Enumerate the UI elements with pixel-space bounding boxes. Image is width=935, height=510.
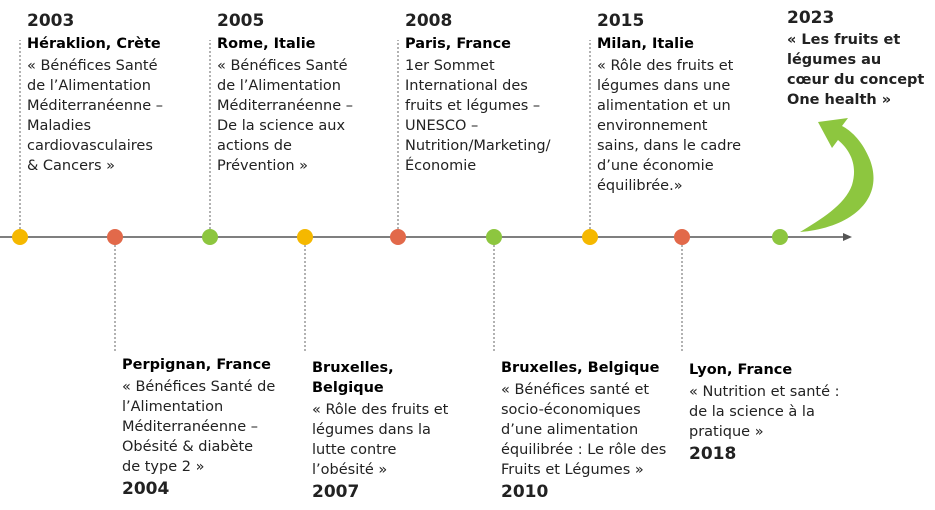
description: socio-économiques: [501, 402, 641, 418]
description: légumes dans la: [312, 422, 431, 438]
description: alimentation et un: [597, 98, 731, 114]
description: Nutrition/Marketing/: [405, 138, 551, 154]
description: d’une économie: [597, 158, 714, 174]
description: l’Alimentation: [122, 399, 223, 415]
description: International des: [405, 78, 528, 94]
description: légumes au: [787, 52, 881, 68]
description: légumes dans une: [597, 78, 730, 94]
year: 2018: [689, 444, 736, 464]
milestone-dot: [202, 229, 218, 245]
description: Maladies: [27, 118, 91, 134]
year: 2005: [217, 11, 264, 31]
description: « Bénéfices Santé: [217, 58, 348, 74]
description: One health »: [787, 92, 891, 108]
description: pratique »: [689, 424, 764, 440]
description: de l’Alimentation: [27, 78, 151, 94]
year: 2007: [312, 482, 359, 502]
description: actions de: [217, 138, 292, 154]
axis-arrowhead: [843, 233, 852, 241]
description: « Nutrition et santé :: [689, 384, 840, 400]
place: Milan, Italie: [597, 36, 694, 52]
milestone-dot: [674, 229, 690, 245]
year: 2003: [27, 11, 74, 31]
description: Économie: [405, 157, 476, 174]
milestone-dot: [12, 229, 28, 245]
year: 2015: [597, 11, 644, 31]
description: « Bénéfices Santé de: [122, 379, 275, 395]
description: cœur du concept: [787, 72, 924, 88]
description: UNESCO –: [405, 118, 478, 134]
milestone-dot: [772, 229, 788, 245]
year: 2008: [405, 11, 452, 31]
place: Paris, France: [405, 36, 511, 52]
description: cardiovasculaires: [27, 138, 153, 154]
description: Obésité & diabète: [122, 439, 253, 455]
place: Perpignan, France: [122, 357, 271, 373]
description: Méditerranéenne –: [122, 419, 258, 435]
description: équilibrée.»: [597, 178, 683, 194]
milestone-dot: [297, 229, 313, 245]
place: Bruxelles, Belgique: [501, 360, 660, 376]
year: 2010: [501, 482, 548, 502]
description: environnement: [597, 118, 708, 134]
place: Lyon, France: [689, 362, 792, 378]
description: « Bénéfices Santé: [27, 58, 158, 74]
description: & Cancers »: [27, 158, 115, 174]
description: « Bénéfices santé et: [501, 382, 649, 398]
place: Héraklion, Crète: [27, 36, 161, 52]
description: équilibrée : Le rôle des: [501, 442, 666, 458]
description: « Les fruits et: [787, 32, 900, 48]
description: lutte contre: [312, 442, 396, 458]
description: De la science aux: [217, 118, 345, 134]
description: Prévention »: [217, 158, 308, 174]
place: Bruxelles,: [312, 360, 394, 376]
milestone-dot: [390, 229, 406, 245]
place: Rome, Italie: [217, 36, 316, 52]
description: Méditerranéenne –: [217, 98, 353, 114]
description: sains, dans le cadre: [597, 138, 741, 154]
year: 2023: [787, 8, 834, 28]
description: fruits et légumes –: [405, 98, 540, 114]
place: Belgique: [312, 380, 384, 396]
milestone-dot: [486, 229, 502, 245]
year: 2004: [122, 479, 169, 499]
milestone-dot: [582, 229, 598, 245]
description: Fruits et Légumes »: [501, 462, 644, 478]
description: 1er Sommet: [405, 58, 495, 74]
curved-arrow: [800, 118, 874, 232]
milestone-dot: [107, 229, 123, 245]
description: d’une alimentation: [501, 422, 638, 438]
description: de l’Alimentation: [217, 78, 341, 94]
description: de la science à la: [689, 404, 815, 420]
description: « Rôle des fruits et: [312, 402, 449, 418]
description: de type 2 »: [122, 459, 204, 475]
description: Méditerranéenne –: [27, 98, 163, 114]
description: « Rôle des fruits et: [597, 58, 734, 74]
description: l’obésité »: [312, 462, 387, 478]
